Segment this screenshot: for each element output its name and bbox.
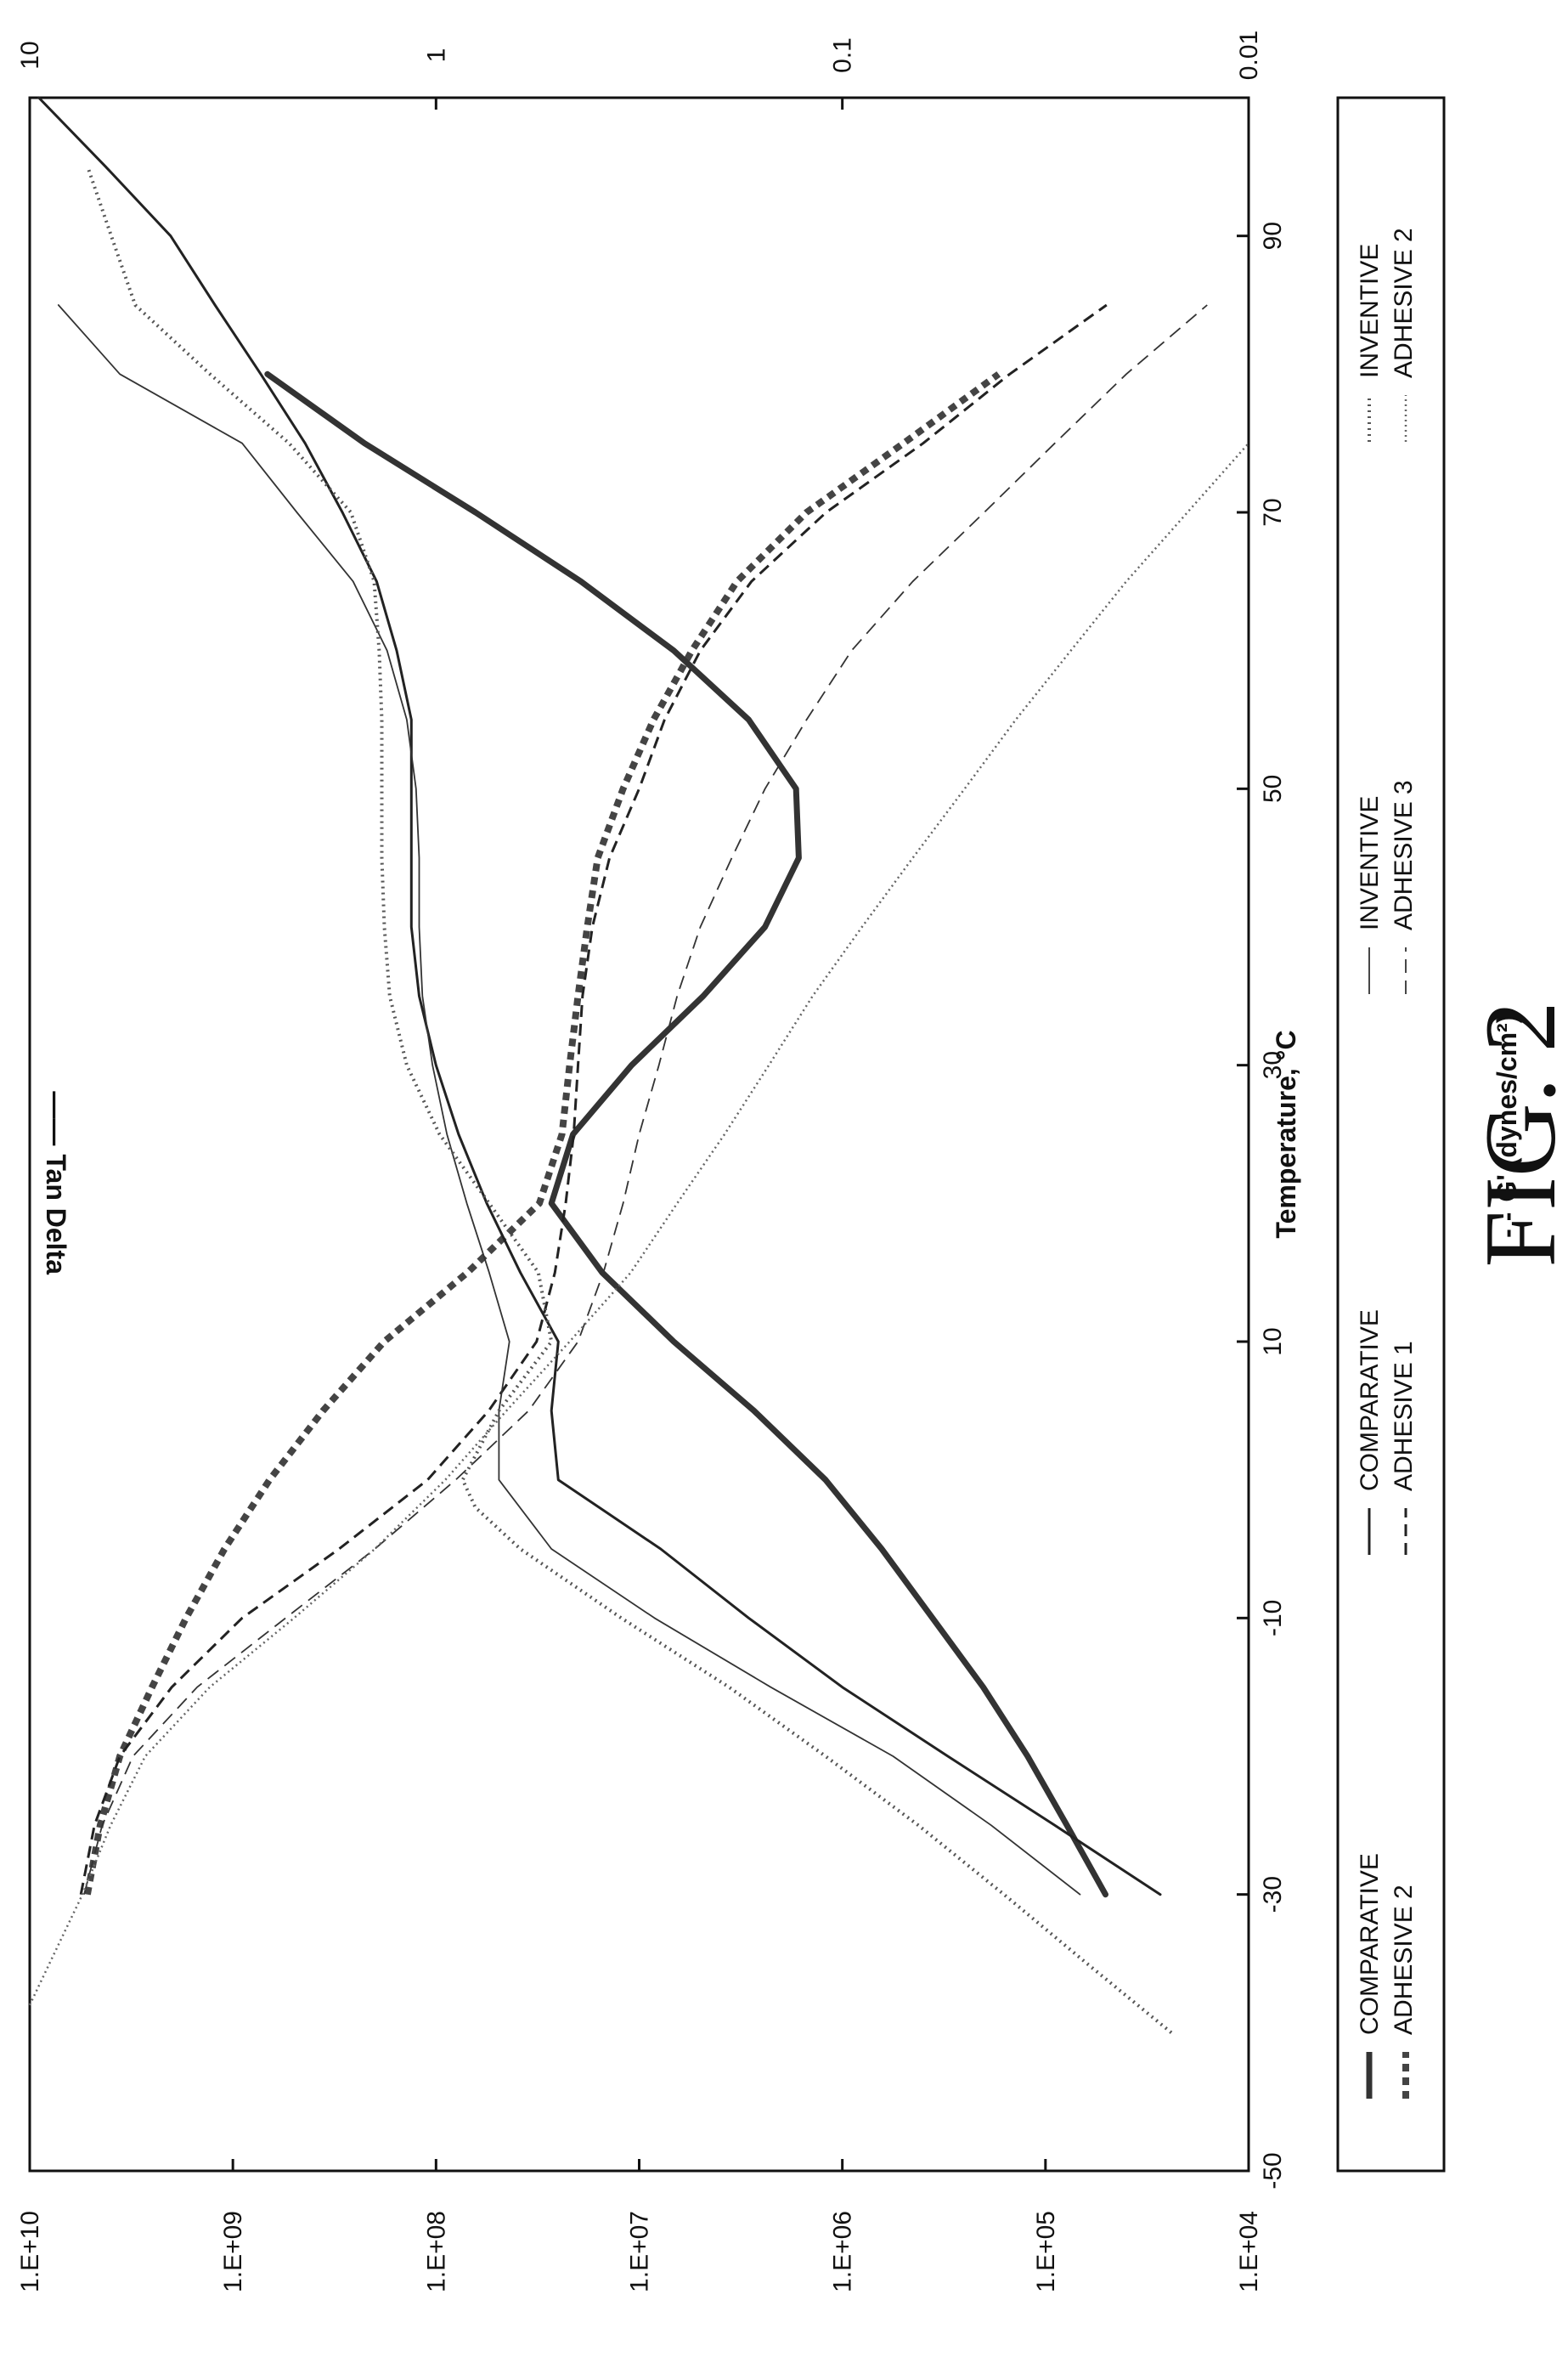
y2-axis-title-prefix: —— bbox=[41, 1091, 71, 1145]
y-axis-ticks: 1.E+04 1.E+05 1.E+06 1.E+07 1.E+08 1.E+09 1.E+… bbox=[16, 2159, 1263, 2292]
legend-entry: COMPARATIVEADHESIVE 2 bbox=[1356, 1853, 1418, 2099]
series-1-g-prime-line bbox=[81, 305, 1107, 1895]
y-tick-label: 1.E+09 bbox=[219, 2211, 247, 2292]
y-tick-label: 1.E+04 bbox=[1235, 2211, 1263, 2292]
legend-label: INVENTIVE bbox=[1356, 244, 1384, 378]
legend-label: ADHESIVE 2 bbox=[1390, 1885, 1418, 2035]
figure-caption: FIG. 2 bbox=[1464, 1001, 1568, 1267]
legend-label: INVENTIVE bbox=[1356, 796, 1384, 930]
x-tick-label: 10 bbox=[1259, 1327, 1287, 1355]
legend-entry: COMPARATIVEADHESIVE 1 bbox=[1356, 1309, 1418, 1555]
x-axis-title: Temperature, °C bbox=[1271, 1030, 1301, 1238]
series-0-g-prime-line bbox=[87, 374, 999, 1894]
series-2-tan-delta-line bbox=[59, 305, 1080, 1895]
legend-entry: INVENTIVEADHESIVE 3 bbox=[1356, 780, 1418, 994]
svg-text:——Tan Delta: —— Tan Delta bbox=[41, 1091, 71, 1274]
series-layer bbox=[30, 98, 1249, 2032]
legend: COMPARATIVEADHESIVE 2COMPARATIVEADHESIVE… bbox=[1356, 228, 1418, 2099]
x-tick-label: 90 bbox=[1259, 222, 1287, 250]
legend-label: ADHESIVE 1 bbox=[1390, 1341, 1418, 1491]
y2-tick-label: 1 bbox=[422, 48, 450, 63]
series-2-g-prime-line bbox=[84, 305, 1207, 1895]
series-0-tan-delta-line bbox=[268, 374, 1106, 1894]
y2-tick-label: 10 bbox=[16, 41, 44, 69]
y2-axis-title: —— Tan Delta bbox=[41, 1091, 71, 1274]
plot-frame bbox=[30, 98, 1249, 2171]
series-3-g-prime-line bbox=[30, 444, 1249, 2005]
series-1-tan-delta-line bbox=[39, 98, 1160, 1895]
x-tick-label: -30 bbox=[1259, 1876, 1287, 1913]
y2-tick-label: 0.1 bbox=[829, 37, 857, 73]
y2-axis-title-text: Tan Delta bbox=[41, 1154, 71, 1274]
y-tick-label: 1.E+10 bbox=[16, 2211, 44, 2292]
legend-entry: INVENTIVEADHESIVE 2 bbox=[1356, 228, 1418, 442]
legend-box bbox=[1338, 98, 1444, 2171]
legend-label: ADHESIVE 3 bbox=[1390, 780, 1418, 930]
y-tick-label: 1.E+06 bbox=[829, 2211, 857, 2292]
y-tick-label: 1.E+05 bbox=[1032, 2211, 1060, 2292]
y2-tick-label: 0.01 bbox=[1235, 31, 1263, 80]
series-3-tan-delta-line bbox=[87, 167, 1171, 2032]
legend-label: COMPARATIVE bbox=[1356, 1309, 1384, 1491]
y-tick-label: 1.E+08 bbox=[422, 2211, 450, 2292]
legend-label: COMPARATIVE bbox=[1356, 1853, 1384, 2035]
x-tick-label: -10 bbox=[1259, 1600, 1287, 1636]
y-tick-label: 1.E+07 bbox=[626, 2211, 654, 2292]
x-tick-label: 50 bbox=[1259, 775, 1287, 803]
x-tick-label: 70 bbox=[1259, 498, 1287, 526]
x-tick-label: -50 bbox=[1259, 2152, 1287, 2189]
legend-label: ADHESIVE 2 bbox=[1390, 228, 1418, 378]
